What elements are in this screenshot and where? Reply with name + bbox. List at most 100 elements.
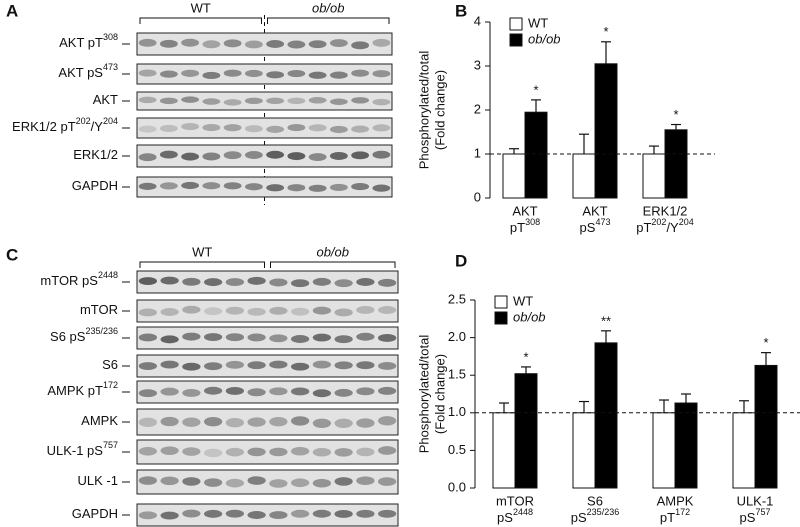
blot-band [312, 277, 332, 286]
blot-band [182, 447, 201, 456]
blot-band [334, 279, 353, 288]
x-tick-sublabel: pS2448 [497, 507, 533, 525]
blot-band [266, 71, 285, 79]
blot-band [247, 307, 266, 316]
bar [572, 412, 596, 489]
blot-band [308, 124, 327, 132]
blot-band [308, 184, 327, 192]
blot-band [334, 477, 353, 486]
text-segment: GAPDH [72, 178, 118, 193]
blot-band [312, 509, 332, 518]
blot-band [269, 447, 288, 457]
x-tick-sublabel: pS235/236 [571, 507, 619, 525]
blot-band [329, 71, 348, 79]
bar [732, 412, 756, 489]
blot-band [312, 360, 332, 369]
text-segment: AKT pS [58, 65, 103, 80]
blot-band [290, 478, 310, 488]
text-segment: /Y [91, 119, 104, 134]
blot-band [225, 478, 245, 488]
blot-band [266, 97, 285, 105]
blot-band [377, 306, 397, 314]
blot-band [287, 40, 306, 49]
blot-band [202, 182, 221, 190]
group-label: ob/ob [312, 0, 345, 15]
blot-band [244, 69, 263, 78]
blot-strip [136, 326, 399, 350]
blot-band [223, 124, 242, 132]
blot-band [202, 152, 221, 161]
blot-band [225, 360, 245, 369]
blot-band [372, 150, 391, 159]
blot-band [351, 41, 370, 50]
blot-band [182, 509, 201, 518]
legend-label: WT [528, 15, 548, 30]
blot-band [312, 389, 332, 398]
legend-swatch [494, 295, 508, 309]
group-label: WT [191, 0, 211, 15]
blot-band [225, 306, 245, 315]
value-label: * [603, 24, 608, 39]
legend-swatch [509, 33, 523, 47]
blot-band [223, 151, 242, 160]
x-tick-sublabel: pT308 [510, 217, 540, 235]
bar [492, 412, 516, 489]
blot-band [203, 509, 223, 518]
blot-band [138, 333, 158, 342]
blot-band [181, 122, 200, 131]
blot-band [182, 477, 201, 486]
blot-band [160, 360, 179, 369]
blot-band [160, 387, 179, 396]
blot-label: AMPK [81, 413, 118, 428]
blot-band [269, 278, 288, 287]
text-segment: 204 [103, 116, 118, 126]
blot-band [160, 335, 179, 344]
blot-band [244, 97, 263, 105]
blot-band [182, 417, 201, 427]
blot-band [247, 511, 266, 519]
blot-band [269, 511, 288, 520]
blot-band [138, 182, 157, 190]
panel-label: D [455, 251, 467, 270]
blot-band [182, 388, 201, 397]
blot-band [159, 182, 178, 190]
blot-label: ERK1/2 [73, 147, 118, 162]
text-segment: S6 pS [50, 329, 86, 344]
blot-band [290, 362, 310, 371]
text-segment: pS [740, 510, 756, 525]
text-segment: 308 [525, 217, 540, 227]
blot-strip [136, 469, 399, 495]
text-segment: 473 [103, 62, 118, 72]
blot-band [159, 97, 178, 105]
blot-band [160, 476, 179, 486]
text-segment: ULK-1 pS [47, 443, 104, 458]
blot-band [159, 70, 178, 78]
blot-band [223, 39, 242, 48]
blot-band [351, 151, 370, 160]
blot-band [266, 40, 285, 48]
bar [514, 373, 538, 489]
text-segment: AKT [93, 92, 118, 107]
value-label: ** [601, 313, 611, 328]
blot-band [225, 333, 245, 342]
blot-band [202, 40, 221, 49]
y-tick-label: 2.0 [448, 329, 466, 344]
blot-band [138, 277, 158, 286]
group-label: ob/ob [316, 244, 349, 259]
bar [754, 364, 778, 489]
blot-band [202, 71, 221, 80]
blot-band [247, 417, 266, 427]
blot-band [247, 388, 266, 397]
y-tick-label: 4 [474, 13, 481, 28]
blot-band [138, 389, 158, 398]
bar [674, 402, 698, 489]
blot-band [377, 278, 397, 287]
blot-band [266, 150, 285, 159]
group-bracket [270, 261, 396, 268]
y-tick-label: 3 [474, 57, 481, 72]
x-tick-label: ERK1/2 [643, 203, 688, 218]
text-segment: ERK1/2 pT [12, 119, 76, 134]
bar [572, 153, 596, 199]
blot-label: AMPK pT172 [47, 380, 118, 398]
blot-band [329, 152, 348, 160]
